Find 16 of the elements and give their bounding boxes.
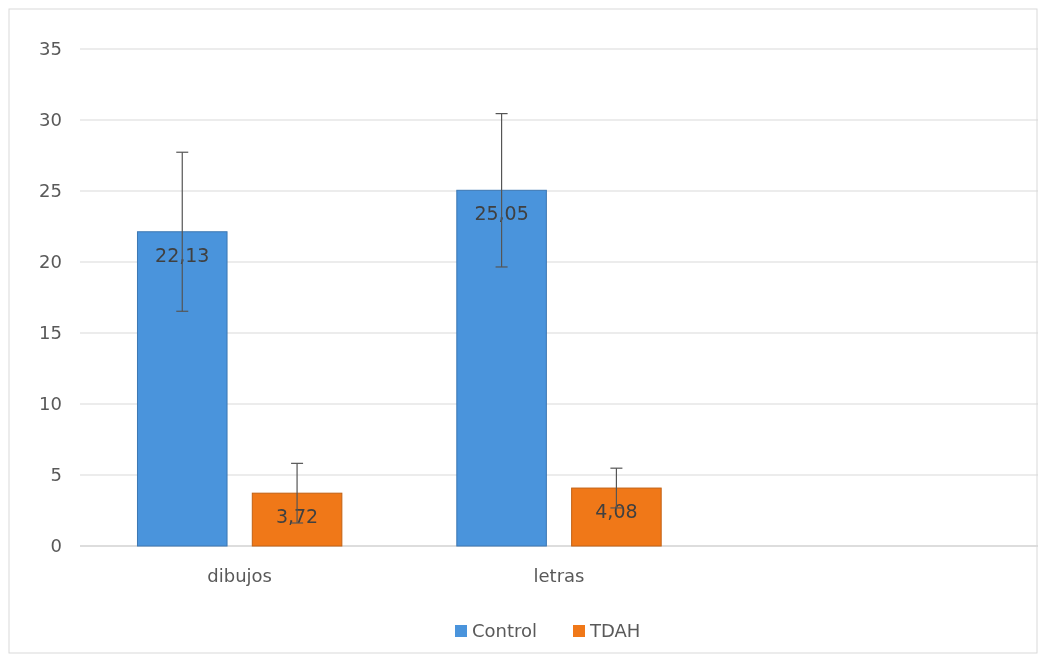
x-tick-label: dibujos <box>207 565 272 586</box>
x-tick-label: letras <box>533 565 585 586</box>
y-tick-label: 15 <box>39 322 62 344</box>
y-tick-label: 10 <box>39 393 62 415</box>
y-tick-label: 0 <box>50 535 62 557</box>
y-tick-label: 35 <box>39 38 62 60</box>
y-tick-label: 5 <box>50 464 62 486</box>
legend-label: Control <box>472 620 538 642</box>
bar <box>571 487 662 547</box>
bar <box>136 231 228 547</box>
y-tick-label: 20 <box>39 251 62 273</box>
bar <box>456 189 547 547</box>
legend-label: TDAH <box>589 620 641 642</box>
data-label: 4,08 <box>595 500 638 523</box>
y-tick-label: 25 <box>39 180 62 202</box>
y-tick-label: 30 <box>39 109 62 131</box>
